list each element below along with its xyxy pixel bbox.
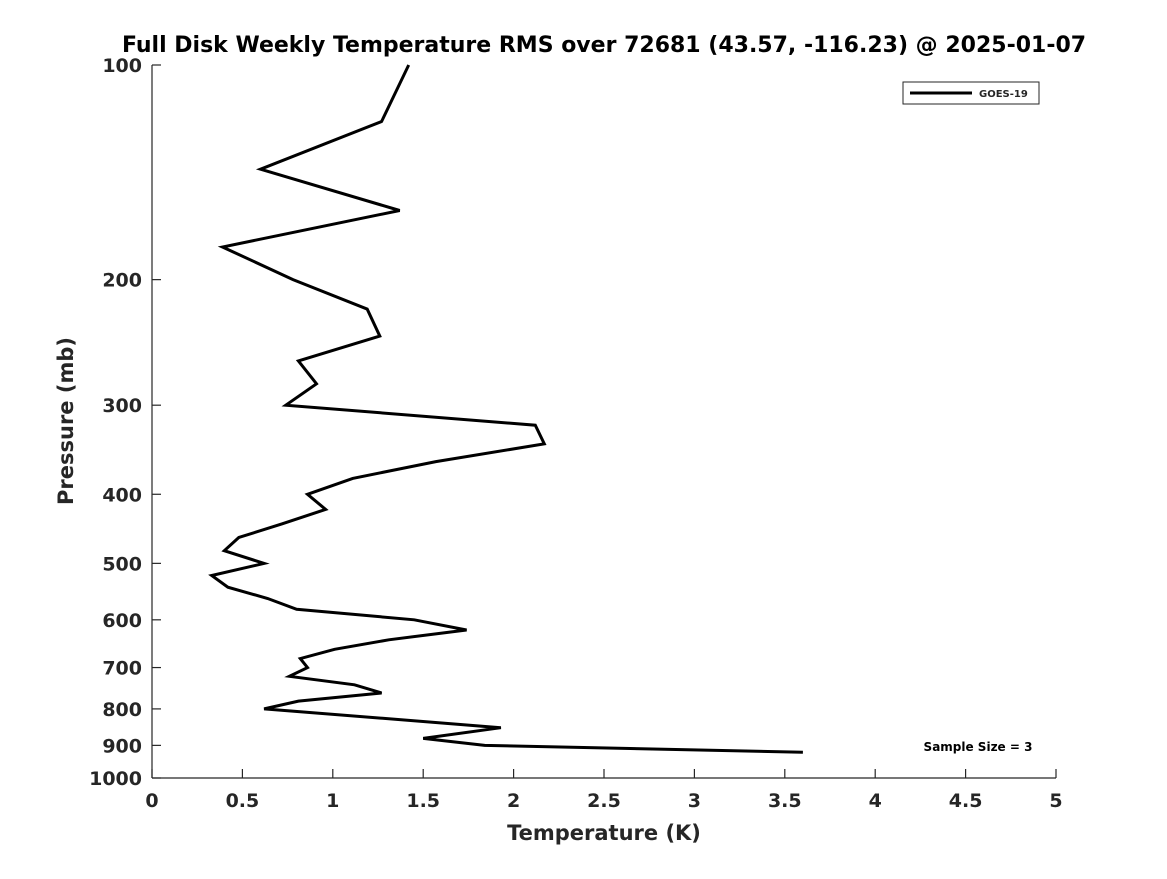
x-tick-label: 3.5 — [768, 790, 802, 812]
y-tick-label: 300 — [102, 395, 142, 417]
y-ticks: 100 200 300 400 500 600 700 800 900 1000 — [89, 55, 161, 790]
x-tick-label: 0 — [145, 790, 158, 812]
x-tick-label: 4 — [869, 790, 882, 812]
x-tick-label: 1.5 — [406, 790, 440, 812]
x-tick-label: 1 — [326, 790, 339, 812]
y-tick-label: 400 — [102, 484, 142, 506]
y-tick-label: 800 — [102, 699, 142, 721]
y-tick-label: 900 — [102, 735, 142, 757]
sample-size-annotation: Sample Size = 3 — [924, 740, 1033, 754]
x-tick-label: 3 — [688, 790, 701, 812]
legend: GOES-19 — [902, 81, 1040, 105]
x-ticks: 0 0.5 1 1.5 2 2.5 3 3.5 4 4.5 5 — [145, 769, 1063, 812]
y-axis-label: Pressure (mb) — [54, 337, 78, 505]
y-tick-label: 600 — [102, 610, 142, 632]
x-tick-label: 5 — [1049, 790, 1062, 812]
y-tick-label: 100 — [102, 55, 142, 77]
x-tick-label: 2 — [507, 790, 520, 812]
x-tick-label: 0.5 — [226, 790, 260, 812]
series-line-goes-19 — [208, 64, 803, 754]
y-tick-label: 1000 — [89, 768, 142, 790]
y-tick-label: 700 — [102, 658, 142, 680]
x-tick-label: 4.5 — [949, 790, 983, 812]
chart-title: Full Disk Weekly Temperature RMS over 72… — [122, 33, 1086, 58]
axes — [151, 65, 1056, 779]
legend-entry-goes-19: GOES-19 — [979, 89, 1028, 100]
y-tick-label: 200 — [102, 270, 142, 292]
y-tick-label: 500 — [102, 553, 142, 575]
x-tick-label: 2.5 — [587, 790, 621, 812]
x-axis-label: Temperature (K) — [507, 821, 701, 845]
